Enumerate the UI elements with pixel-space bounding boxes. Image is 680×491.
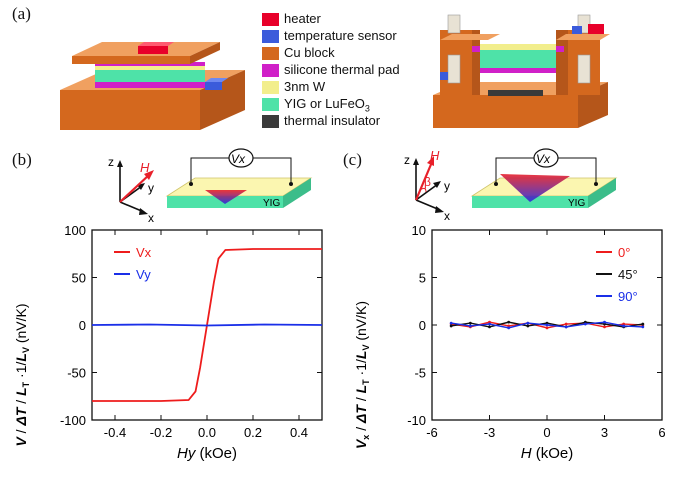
chart-c-point [507,320,511,324]
legend-yig: YIG or LuFeO3 [284,96,370,114]
chart-b-xtick-label: 0.2 [244,425,262,440]
chart-b-xlabel: Hy (kOe) [177,445,237,462]
chart-b-series-1 [91,323,323,327]
chart-c-point [545,326,549,330]
chart-c-point [507,326,511,330]
substrate-label-b: YIG [263,198,280,209]
legend-swatch-cu-block [262,47,279,60]
chart-b-ylabel: V / ΔT / LT ·1/LV (nV/K) [13,303,32,446]
chart-b-legend-label: Vy [136,267,151,282]
chart-c-xtick-label: 0 [543,425,550,440]
legend-swatch-w [262,81,279,94]
chart-c-ytick-label: 10 [412,223,426,238]
chart-b-legend-label: Vx [136,245,152,260]
chart-c-point [526,321,530,325]
chart-c-point [449,321,453,325]
chart-c-point [641,325,645,329]
legend-temperature-sensor: temperature sensor [284,28,397,43]
panel-c-label: (c) [343,150,362,169]
chart-b-ytick-label: 100 [64,223,86,238]
panel-a-label: (a) [12,4,31,23]
field-h-label: H [140,160,150,175]
voltage-label-b: Vx [231,152,246,166]
chart-c-point [488,322,491,326]
chart-b-xtick-label: -0.4 [104,425,126,440]
axis-x-label: x [148,211,154,222]
chart-c-xlabel: H (kOe) [521,445,574,462]
axis-y-label: y [148,181,154,195]
legend-swatch-thermal-pad [262,64,279,77]
chart-c-point [468,324,472,328]
chart-b-xtick-label: 0.4 [290,425,308,440]
chart-c-xtick-label: -3 [484,425,496,440]
measurement-clamp-schematic [433,14,610,128]
chart-c-legend-label: 90° [618,289,638,304]
legend-cu-block: Cu block [284,45,335,60]
chart-c-ytick-label: 5 [419,271,426,286]
chart-b-ytick-label: -100 [60,413,86,428]
legend-swatch-temperature-sensor [262,30,279,43]
chart-c-ytick-label: -10 [407,413,426,428]
legend-thermal-pad: silicone thermal pad [284,62,400,77]
chart-c-point [526,324,530,328]
chart-b-ytick-label: 50 [72,271,86,286]
chart-c-ylabel: Vx / ΔT / LT ·1/LV (nV/K) [353,301,372,449]
chart-c-point [545,323,549,327]
chart-c-point [564,322,568,326]
beta-label: β [424,175,431,189]
chart-b-xtick-label: -0.2 [150,425,172,440]
substrate-label-c: YIG [568,198,585,209]
legend-swatch-insulator [262,115,279,128]
chart-b-xtick-label: 0.0 [198,425,216,440]
chart-c-point [641,322,645,326]
chart-b: -0.4 -0.2 0.0 0.2 0.4 100 50 0 -50 -100 Hy (kOe) Vx… [13,223,323,462]
chart-c-ytick-label: 0 [419,318,426,333]
legend-swatch-heater [262,13,279,26]
field-h-label-c: H [430,148,440,163]
chart-c-point [488,325,491,329]
coordinate-axes-b: z y x H [108,155,154,222]
axis-y-label-c: y [444,179,450,193]
chart-b-ytick-label: 0 [79,318,86,333]
coordinate-axes-c: z y x H β [404,148,450,222]
chart-c-point [603,325,606,329]
chart-c-point [583,322,587,326]
chart-c-legend-label: 0° [618,245,630,260]
axis-z-label: z [108,155,114,169]
chart-c-point [564,325,568,329]
axis-z-label-c: z [404,153,410,167]
legend-w: 3nm W [284,79,326,94]
sample-stack-schematic [60,42,245,130]
device-schematic-b: Vx YIG [165,148,313,209]
legend-insulator: thermal insulator [284,113,381,128]
chart-c-xtick-label: -6 [426,425,438,440]
chart-c-legend-label: 45° [618,267,638,282]
chart-c-point [603,320,606,324]
legend-swatch-yig [262,98,279,111]
panel-b-label: (b) [12,150,32,169]
chart-c-point [449,324,453,328]
chart-c-xtick-label: 6 [658,425,665,440]
chart-c-point [622,324,626,328]
axis-x-label-c: x [444,209,450,222]
voltage-label-c: Vx [536,152,551,166]
chart-b-ytick-label: -50 [67,366,86,381]
chart-c-ytick-label: -5 [414,366,426,381]
device-schematic-c: Vx YIG [470,148,618,209]
chart-c-xtick-label: 3 [601,425,608,440]
chart-c-point [468,321,472,325]
legend-heater: heater [284,11,321,26]
chart-c: -6 -3 0 3 6 10 5 0 -5 -10 H (kOe) 0° 45° 90° Vx / ΔT … [353,223,666,462]
